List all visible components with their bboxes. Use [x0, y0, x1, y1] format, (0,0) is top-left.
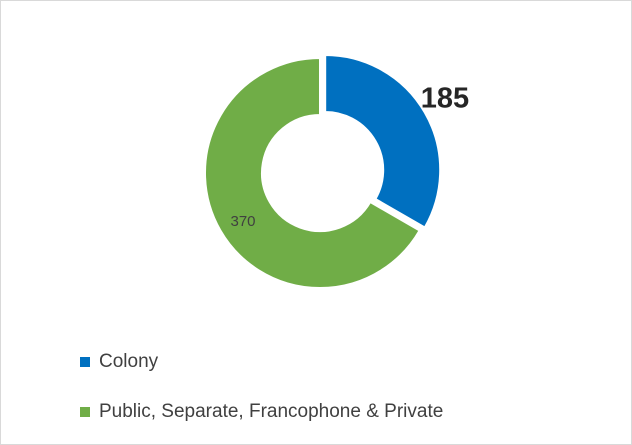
- data-label: 185: [421, 83, 469, 115]
- legend-swatch: [80, 357, 90, 367]
- legend-label: Colony: [99, 351, 159, 372]
- legend-label: Public, Separate, Francophone & Private: [99, 401, 443, 422]
- data-label: 370: [230, 213, 255, 230]
- legend-swatch: [80, 407, 90, 417]
- donut-segment: [324, 53, 442, 229]
- donut-segment: [204, 56, 421, 289]
